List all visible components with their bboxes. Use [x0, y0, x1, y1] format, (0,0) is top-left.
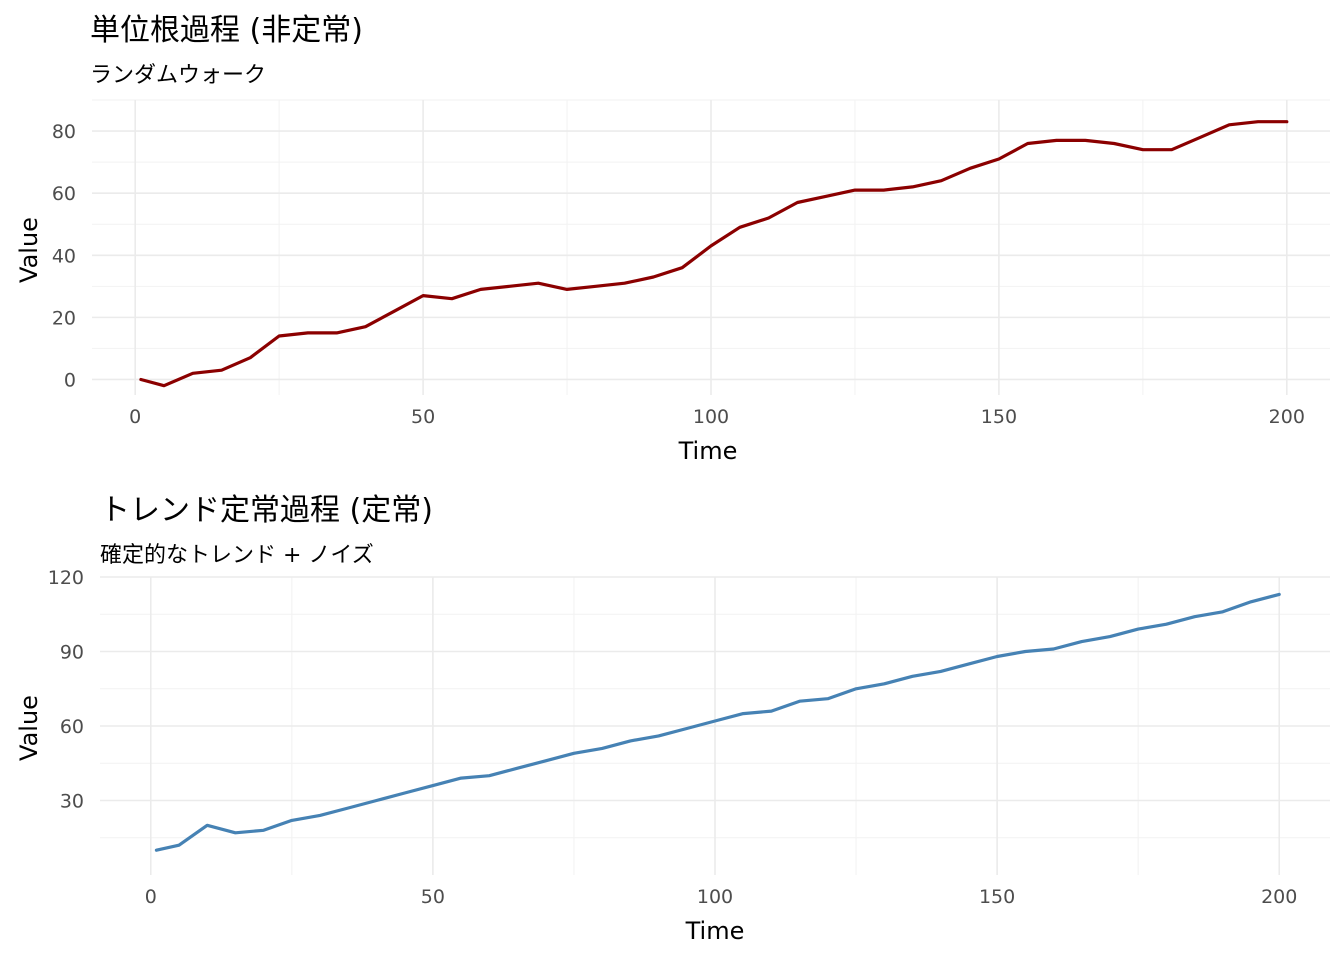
y-tick-label: 20: [52, 307, 76, 329]
x-axis-title: Time: [685, 917, 745, 945]
y-tick-labels: 0 20 40 60 80: [52, 121, 76, 391]
x-tick-label: 200: [1261, 886, 1297, 908]
unit-root-panel: 単位根過程 (非定常) ランダムウォーク 0 50 100 150 200 0 20 40 6…: [15, 13, 1330, 465]
y-tick-label: 0: [64, 369, 76, 391]
y-tick-labels: 30 60 90 120: [48, 567, 84, 813]
x-tick-labels: 0 50 100 150 200: [129, 406, 1305, 428]
x-tick-label: 150: [979, 886, 1015, 908]
y-tick-label: 60: [52, 183, 76, 205]
x-tick-label: 150: [981, 406, 1017, 428]
chart-subtitle: ランダムウォーク: [90, 63, 266, 88]
y-tick-label: 40: [52, 245, 76, 267]
y-tick-label: 60: [60, 716, 84, 738]
series-line: [139, 120, 1289, 388]
x-tick-label: 100: [693, 406, 729, 428]
chart-subtitle: 確定的なトレンド + ノイズ: [100, 543, 374, 568]
x-tick-label: 100: [697, 886, 733, 908]
x-tick-label: 50: [411, 406, 435, 428]
x-tick-label: 50: [421, 886, 445, 908]
chart-title: トレンド定常過程 (定常): [100, 493, 433, 528]
trend-stationary-panel: トレンド定常過程 (定常) 確定的なトレンド + ノイズ 0 50 100 150 20…: [15, 493, 1330, 945]
y-tick-label: 120: [48, 567, 84, 589]
chart-title: 単位根過程 (非定常): [90, 13, 363, 48]
x-tick-labels: 0 50 100 150 200: [145, 886, 1298, 908]
x-axis-title: Time: [678, 437, 738, 465]
grid: [92, 99, 1330, 395]
y-axis-title: Value: [15, 217, 43, 283]
y-axis-title: Value: [15, 695, 43, 761]
y-tick-label: 80: [52, 121, 76, 143]
y-tick-label: 30: [60, 791, 84, 813]
series: [139, 120, 1289, 388]
x-tick-label: 0: [129, 406, 141, 428]
x-tick-label: 200: [1269, 406, 1305, 428]
series: [154, 592, 1281, 852]
grid: [100, 576, 1330, 875]
y-tick-label: 90: [60, 642, 84, 664]
series-line: [154, 592, 1281, 852]
x-tick-label: 0: [145, 886, 157, 908]
